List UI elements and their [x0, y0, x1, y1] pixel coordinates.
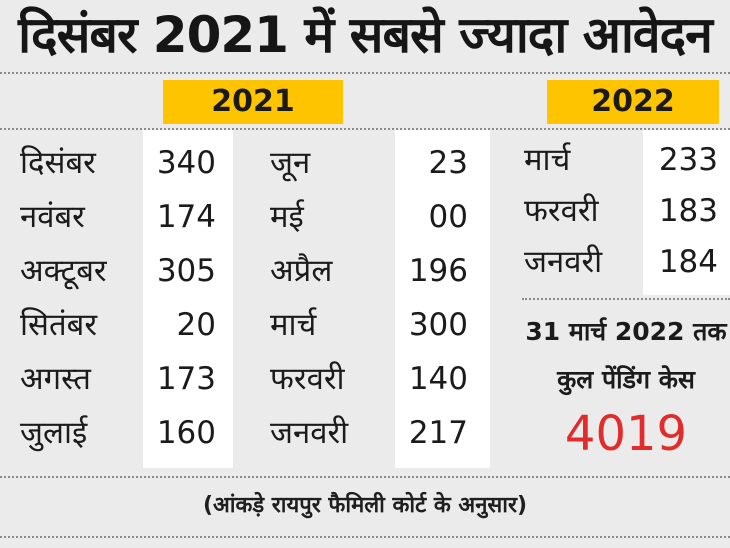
count-value: 160: [156, 415, 216, 451]
count-value: 217: [408, 415, 468, 451]
header-divider: [0, 128, 730, 130]
month-label: जून: [270, 145, 311, 181]
count-value: 140: [408, 361, 468, 397]
count-value: 300: [408, 307, 468, 343]
top-divider: [0, 72, 730, 74]
month-label: दिसंबर: [20, 145, 96, 181]
count-value: 23: [428, 145, 468, 181]
footer-divider: [0, 536, 730, 538]
count-value: 184: [658, 244, 718, 280]
month-label: मार्च: [270, 307, 317, 343]
source-note: (आंकड़े रायपुर फैमिली कोर्ट के अनुसार): [202, 493, 528, 518]
pending-label-text: कुल पेंडिंग केस: [557, 365, 695, 394]
count-value: 173: [156, 361, 216, 397]
year-2022-label: 2022: [547, 80, 719, 124]
count-value: 305: [156, 253, 216, 289]
count-value: 183: [658, 193, 718, 229]
count-value: 196: [408, 253, 468, 289]
month-label: जुलाई: [20, 415, 88, 451]
values-column-bg-2021-left: [143, 130, 233, 468]
month-label: अप्रैल: [270, 253, 333, 289]
count-value: 233: [658, 142, 718, 178]
pending-divider: [522, 298, 730, 300]
count-value: 174: [156, 199, 216, 235]
values-column-bg-2022: [643, 130, 730, 295]
count-value: 00: [428, 199, 468, 235]
month-label: सितंबर: [20, 307, 98, 343]
pending-date-text: 31 मार्च 2022 तक: [525, 317, 727, 346]
month-label: मई: [270, 199, 304, 235]
year-2021-label: 2021: [163, 80, 343, 124]
month-label: अक्टूबर: [20, 253, 107, 289]
month-label: मार्च: [524, 142, 571, 178]
headline: दिसंबर 2021 में सबसे ज्यादा आवेदन: [18, 6, 713, 64]
bottom-divider: [0, 476, 730, 478]
count-value: 340: [156, 145, 216, 181]
month-label: नवंबर: [20, 199, 85, 235]
month-label: फरवरी: [524, 193, 599, 229]
pending-total: 4019: [564, 406, 688, 462]
month-label: जनवरी: [270, 415, 349, 451]
count-value: 20: [176, 307, 216, 343]
values-column-bg-2021-right: [395, 130, 490, 468]
month-label: जनवरी: [524, 244, 603, 280]
month-label: अगस्त: [20, 361, 91, 397]
month-label: फरवरी: [270, 361, 345, 397]
